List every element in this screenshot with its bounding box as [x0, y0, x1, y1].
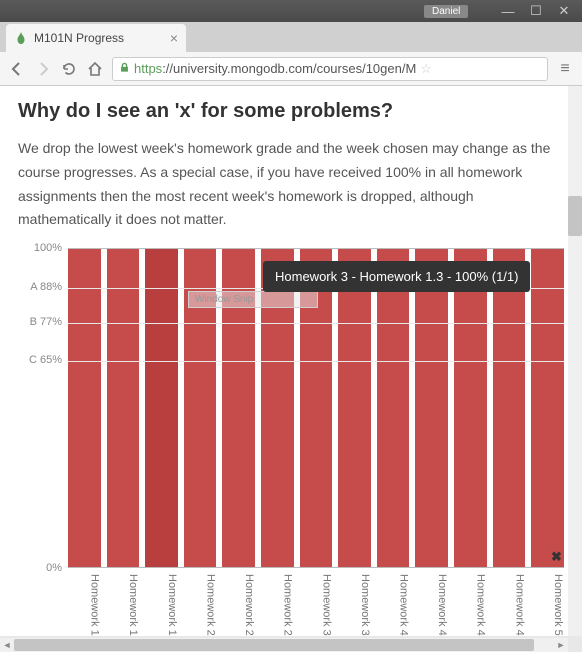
scroll-left-arrow[interactable]: ◄: [0, 638, 14, 652]
lock-icon: [119, 62, 130, 76]
x-axis-label: Homework 2.2: [222, 570, 255, 636]
horizontal-scrollbar-thumb[interactable]: [14, 639, 534, 651]
browser-tab[interactable]: M101N Progress ×: [6, 24, 186, 52]
chart-x-axis: Homework 1.1Homework 1.2Homework 1.3Home…: [68, 570, 564, 636]
forward-button[interactable]: [34, 60, 52, 78]
chart-bar[interactable]: [377, 249, 410, 567]
x-axis-label: Homework 1.2: [107, 570, 140, 636]
x-axis-label: Homework 2.3: [261, 570, 294, 636]
tab-title: M101N Progress: [34, 31, 124, 45]
bookmark-star-icon[interactable]: ☆: [420, 61, 432, 77]
chart-bar[interactable]: [338, 249, 371, 567]
x-axis-label: Homework 4.2: [415, 570, 448, 636]
ghost-window-snip: Window Snip: [188, 291, 318, 308]
y-axis-label: 0%: [46, 562, 62, 574]
window-titlebar: Daniel — ☐ ✕: [0, 0, 582, 22]
scroll-right-arrow[interactable]: ►: [554, 638, 568, 652]
vertical-scrollbar-thumb[interactable]: [568, 196, 582, 236]
x-axis-label: Homework 4.3: [454, 570, 487, 636]
chart-bar[interactable]: [415, 249, 448, 567]
y-axis-label: 100%: [34, 242, 62, 254]
chart-tooltip: Homework 3 - Homework 1.3 - 100% (1/1): [263, 261, 530, 292]
x-axis-label: Homework 3.1: [300, 570, 333, 636]
close-window-button[interactable]: ✕: [550, 2, 578, 20]
address-bar[interactable]: https://university.mongodb.com/courses/1…: [112, 57, 548, 81]
url-scheme: https: [134, 61, 162, 76]
reload-button[interactable]: [60, 60, 78, 78]
x-axis-label: Homework 3.2: [338, 570, 371, 636]
x-axis-label: Homework 2.1: [184, 570, 217, 636]
menu-button[interactable]: ≡: [556, 60, 574, 78]
page-content: Why do I see an 'x' for some problems? W…: [0, 86, 582, 636]
browser-tab-strip: M101N Progress ×: [0, 22, 582, 52]
dropped-marker-icon: ✖: [551, 549, 562, 565]
page-heading: Why do I see an 'x' for some problems?: [18, 100, 564, 123]
chart-bar[interactable]: [454, 249, 487, 567]
page-paragraph: We drop the lowest week's homework grade…: [18, 137, 564, 232]
horizontal-scrollbar[interactable]: ◄ ►: [0, 638, 568, 652]
tab-favicon-icon: [14, 31, 28, 45]
user-badge: Daniel: [424, 5, 468, 18]
url-path: ://university.mongodb.com/courses/10gen/…: [162, 61, 416, 76]
y-axis-label: C 65%: [29, 354, 62, 366]
homework-bar-chart: 100%A 88%B 77%C 65%0% ✖ Homework 3 - Hom…: [18, 248, 564, 636]
chart-bar[interactable]: [145, 249, 178, 567]
chart-bar[interactable]: [68, 249, 101, 567]
minimize-button[interactable]: —: [494, 2, 522, 20]
home-button[interactable]: [86, 60, 104, 78]
chart-bar[interactable]: [107, 249, 140, 567]
x-axis-label: Homework 5.1: [531, 570, 564, 636]
vertical-scrollbar[interactable]: [568, 86, 582, 636]
x-axis-label: Homework 1.3: [145, 570, 178, 636]
chart-plot: ✖ Homework 3 - Homework 1.3 - 100% (1/1)…: [68, 248, 564, 568]
maximize-button[interactable]: ☐: [522, 2, 550, 20]
browser-toolbar: https://university.mongodb.com/courses/1…: [0, 52, 582, 86]
x-axis-label: Homework 4.1: [377, 570, 410, 636]
chart-y-axis: 100%A 88%B 77%C 65%0%: [18, 248, 66, 568]
y-axis-label: A 88%: [30, 281, 62, 293]
x-axis-label: Homework 1.1: [68, 570, 101, 636]
x-axis-label: Homework 4.4: [493, 570, 526, 636]
chart-bar[interactable]: ✖: [531, 249, 564, 567]
tab-close-icon[interactable]: ×: [170, 30, 178, 46]
y-axis-label: B 77%: [30, 316, 62, 328]
back-button[interactable]: [8, 60, 26, 78]
chart-bar[interactable]: [493, 249, 526, 567]
